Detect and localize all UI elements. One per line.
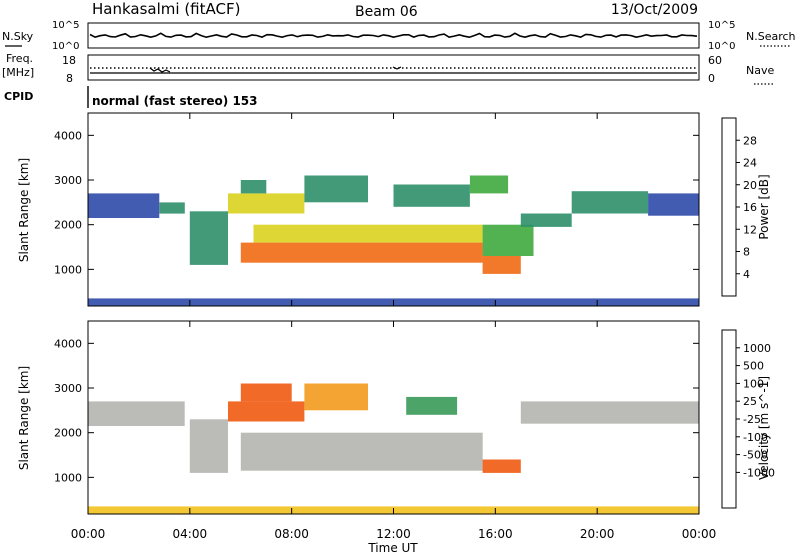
power-y-axis: 1000 2000 3000 4000 xyxy=(54,129,699,276)
x-tick-label-5: 20:00 xyxy=(580,527,615,541)
sky-tick-top: 10^5 xyxy=(52,20,79,31)
sky-tick-bottom: 10^0 xyxy=(52,41,79,52)
freq-tick-bottom: 8 xyxy=(66,72,73,85)
x-tick-label-1: 04:00 xyxy=(173,527,208,541)
vel-bar-tick-label-4: -25 xyxy=(743,413,761,426)
velocity-region-5 xyxy=(482,459,521,473)
sky-label: N.Sky xyxy=(2,30,34,43)
velocity-region-3 xyxy=(240,383,292,402)
velocity-region-7 xyxy=(406,396,458,415)
power-region-13 xyxy=(571,191,649,214)
x-axis-label: Time UT xyxy=(367,541,418,554)
vel-bar-tick-label-1: 500 xyxy=(743,360,764,373)
power-region-12 xyxy=(520,213,572,227)
power-region-11 xyxy=(469,175,509,194)
x-tick-label-3: 12:00 xyxy=(376,527,411,541)
vel-bar-tick-label-6: -500 xyxy=(743,449,768,462)
power-bar-tick-label-3: 16 xyxy=(743,201,757,214)
nave-tick-bottom: 0 xyxy=(708,72,715,85)
velocity-heatmap-cells xyxy=(88,383,699,514)
power-bar-tick-label-5: 24 xyxy=(743,157,757,170)
y-tick-label-3: 4000 xyxy=(54,129,82,142)
freq-glitch xyxy=(149,67,171,73)
y-tick-label-3: 4000 xyxy=(54,337,82,350)
velocity-y-axis: 1000 2000 3000 4000 xyxy=(54,337,699,484)
x-tick-label-4: 16:00 xyxy=(478,527,513,541)
velocity-region-2 xyxy=(228,401,305,422)
velocity-region-4 xyxy=(240,432,483,471)
power-bar-tick-label-0: 4 xyxy=(743,268,750,281)
power-colorbar: 4 8 12 16 20 24 28 xyxy=(721,117,757,297)
beam-label: Beam 06 xyxy=(355,4,418,20)
y-tick-label-0: 1000 xyxy=(54,263,82,276)
vel-bar-tick-label-3: 25 xyxy=(743,395,757,408)
cpid-text: normal (fast stereo) 153 xyxy=(92,94,258,108)
vel-bar-tick-label-7: -1000 xyxy=(743,466,775,479)
freq-tick-top: 18 xyxy=(62,54,76,67)
y-tick-label-2: 3000 xyxy=(54,382,82,395)
vel-bar-tick-label-2: 100 xyxy=(743,377,764,390)
nave-label: Nave xyxy=(746,64,774,77)
velocity-region-1 xyxy=(189,419,228,473)
freq-glitch-2 xyxy=(392,66,402,70)
time-x-axis: 00:00 04:00 08:00 12:00 16:00 20:00 00:00 xyxy=(71,113,717,541)
sky-panel-frame xyxy=(87,22,700,49)
power-bar-tick-label-1: 8 xyxy=(743,246,750,259)
power-heatmap-cells xyxy=(88,175,699,306)
power-y-label: Slant Range [km] xyxy=(17,158,31,262)
power-bar-tick-label-4: 20 xyxy=(743,179,757,192)
power-region-6 xyxy=(253,224,483,243)
y-tick-label-1: 2000 xyxy=(54,427,82,440)
power-colorbar-label: Power [dB] xyxy=(757,174,771,239)
power-region-1 xyxy=(159,202,185,214)
power-region-10 xyxy=(393,184,470,207)
velocity-region-6 xyxy=(304,383,368,411)
cpid-label: CPID xyxy=(4,90,33,103)
velocity-colorbar: 1000 500 100 25 -25 -100 -500 -1000 xyxy=(721,329,775,509)
power-bar-tick-label-6: 28 xyxy=(743,134,757,147)
power-region-14 xyxy=(648,193,699,216)
power-region-2 xyxy=(189,211,228,265)
velocity-y-label: Slant Range [km] xyxy=(17,366,31,470)
vel-bar-frame xyxy=(721,329,737,509)
freq-panel-frame xyxy=(87,54,700,81)
power-region-0 xyxy=(88,193,160,218)
search-tick-bottom: 10^0 xyxy=(708,41,735,52)
freq-label-line1: Freq. xyxy=(6,52,33,65)
freq-label-line2: [MHz] xyxy=(2,66,34,79)
power-region-3 xyxy=(228,193,305,214)
x-tick-label-0: 00:00 xyxy=(71,527,106,541)
y-tick-label-2: 3000 xyxy=(54,174,82,187)
x-tick-label-2: 08:00 xyxy=(274,527,309,541)
velocity-colorbar-label: Velocity [m s^-1] xyxy=(757,376,771,480)
power-region-8 xyxy=(482,256,521,274)
velocity-region-8 xyxy=(520,401,699,424)
power-region-5 xyxy=(304,175,368,203)
power-region-7 xyxy=(240,242,483,263)
search-label: N.Search xyxy=(746,30,796,43)
nave-tick-top: 60 xyxy=(708,54,722,67)
search-tick-top: 10^5 xyxy=(708,20,735,31)
velocity-region-0 xyxy=(88,401,185,426)
vel-bar-tick-label-5: -100 xyxy=(743,431,768,444)
station-title: Hankasalmi (fitACF) xyxy=(92,0,240,18)
y-tick-label-1: 2000 xyxy=(54,219,82,232)
power-region-9 xyxy=(482,224,534,256)
x-tick-label-6: 00:00 xyxy=(682,527,717,541)
y-tick-label-0: 1000 xyxy=(54,471,82,484)
sky-count-line xyxy=(89,32,698,39)
date-label: 13/Oct/2009 xyxy=(611,2,698,18)
vel-bar-tick-label-0: 1000 xyxy=(743,342,771,355)
power-region-4 xyxy=(240,180,267,194)
power-bar-tick-label-2: 12 xyxy=(743,223,757,236)
power-bar-frame xyxy=(721,117,737,297)
